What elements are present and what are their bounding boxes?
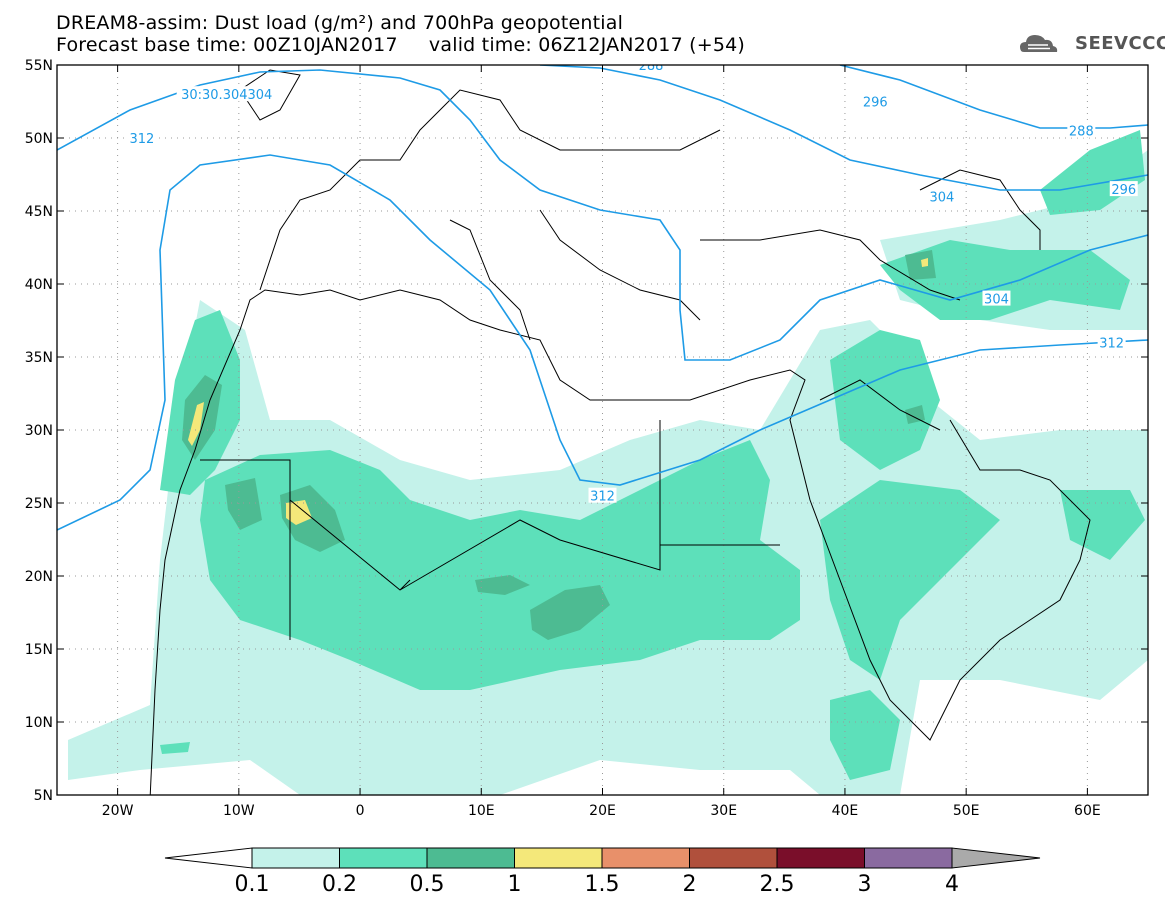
colorbar-label: 1.5 xyxy=(584,872,620,897)
colorbar-swatch xyxy=(864,847,953,869)
lon-tick-label: 20E xyxy=(589,803,616,819)
lat-tick-label: 55N xyxy=(25,58,53,74)
colorbar-label: 1 xyxy=(507,872,522,897)
colorbar-swatch xyxy=(426,847,515,869)
colorbar-label: 2.5 xyxy=(759,872,795,897)
lat-tick-label: 45N xyxy=(25,204,53,220)
latitude-axis: 55N 50N 45N 40N 35N 30N 25N 20N 15N 10N 5N xyxy=(25,58,1148,804)
lat-tick-label: 30N xyxy=(25,423,53,439)
logo-text: SEEVCCC xyxy=(1075,33,1165,54)
lat-tick-label: 20N xyxy=(25,569,53,585)
lon-tick-label: 60E xyxy=(1074,803,1101,819)
lat-tick-label: 35N xyxy=(25,350,53,366)
contour-label: 304 xyxy=(984,293,1009,308)
contour-label: 288 xyxy=(1069,125,1094,140)
colorbar xyxy=(164,847,1041,869)
lon-tick-label: 50E xyxy=(953,803,980,819)
lat-tick-label: 40N xyxy=(25,277,53,293)
map-title: DREAM8-assim: Dust load (g/m²) and 700hP… xyxy=(56,12,624,34)
dust-region-medium xyxy=(160,130,1145,780)
lon-tick-label: 30E xyxy=(710,803,737,819)
lon-tick-label: 40E xyxy=(832,803,859,819)
colorbar-label: 4 xyxy=(945,872,959,897)
cloud-icon xyxy=(1020,35,1058,52)
geopotential-contours xyxy=(57,65,1148,531)
lat-tick-label: 15N xyxy=(25,642,53,658)
coastlines xyxy=(149,69,1091,795)
lon-tick-label: 10E xyxy=(468,803,495,819)
colorbar-high-tip xyxy=(951,847,1041,869)
colorbar-swatch xyxy=(601,847,690,869)
colorbar-low-tip xyxy=(164,847,253,869)
colorbar-label: 3 xyxy=(857,872,872,897)
forecast-times: Forecast base time: 00Z10JAN2017 valid t… xyxy=(56,34,746,56)
contour-label: 312 xyxy=(590,490,615,505)
lon-tick-label: 20W xyxy=(102,803,134,819)
colorbar-swatch xyxy=(251,847,340,869)
longitude-axis: 20W 10W 0 10E 20E 30E 40E 50E 60E xyxy=(102,65,1101,819)
lat-tick-label: 10N xyxy=(25,715,53,731)
lat-tick-label: 5N xyxy=(34,788,53,804)
colorbar-label: 2 xyxy=(682,872,697,897)
colorbar-label: 0.5 xyxy=(409,872,445,897)
colorbar-swatch xyxy=(689,847,778,869)
contour-label: 296 xyxy=(863,96,888,111)
lat-tick-label: 50N xyxy=(25,131,53,147)
contour-label: 30:30.304304 xyxy=(181,88,272,103)
contour-labels: 30:30.304304 296 288 288 312 304 296 304 312 312 xyxy=(127,59,1138,505)
lon-tick-label: 10W xyxy=(223,803,255,819)
colorbar-label: 0.1 xyxy=(234,872,270,897)
contour-label: 312 xyxy=(129,132,154,147)
contour-label: 312 xyxy=(1099,336,1124,351)
contour-label: 304 xyxy=(930,190,955,205)
colorbar-swatch xyxy=(776,847,865,869)
colorbar-label: 0.2 xyxy=(322,872,357,897)
colorbar-swatch xyxy=(339,847,428,869)
dust-region-max xyxy=(188,258,928,525)
contour-label: 296 xyxy=(1111,183,1136,198)
lat-tick-label: 25N xyxy=(25,496,53,512)
lon-tick-label: 0 xyxy=(356,803,365,819)
colorbar-swatch xyxy=(514,847,603,869)
contour-label: 288 xyxy=(639,59,664,74)
